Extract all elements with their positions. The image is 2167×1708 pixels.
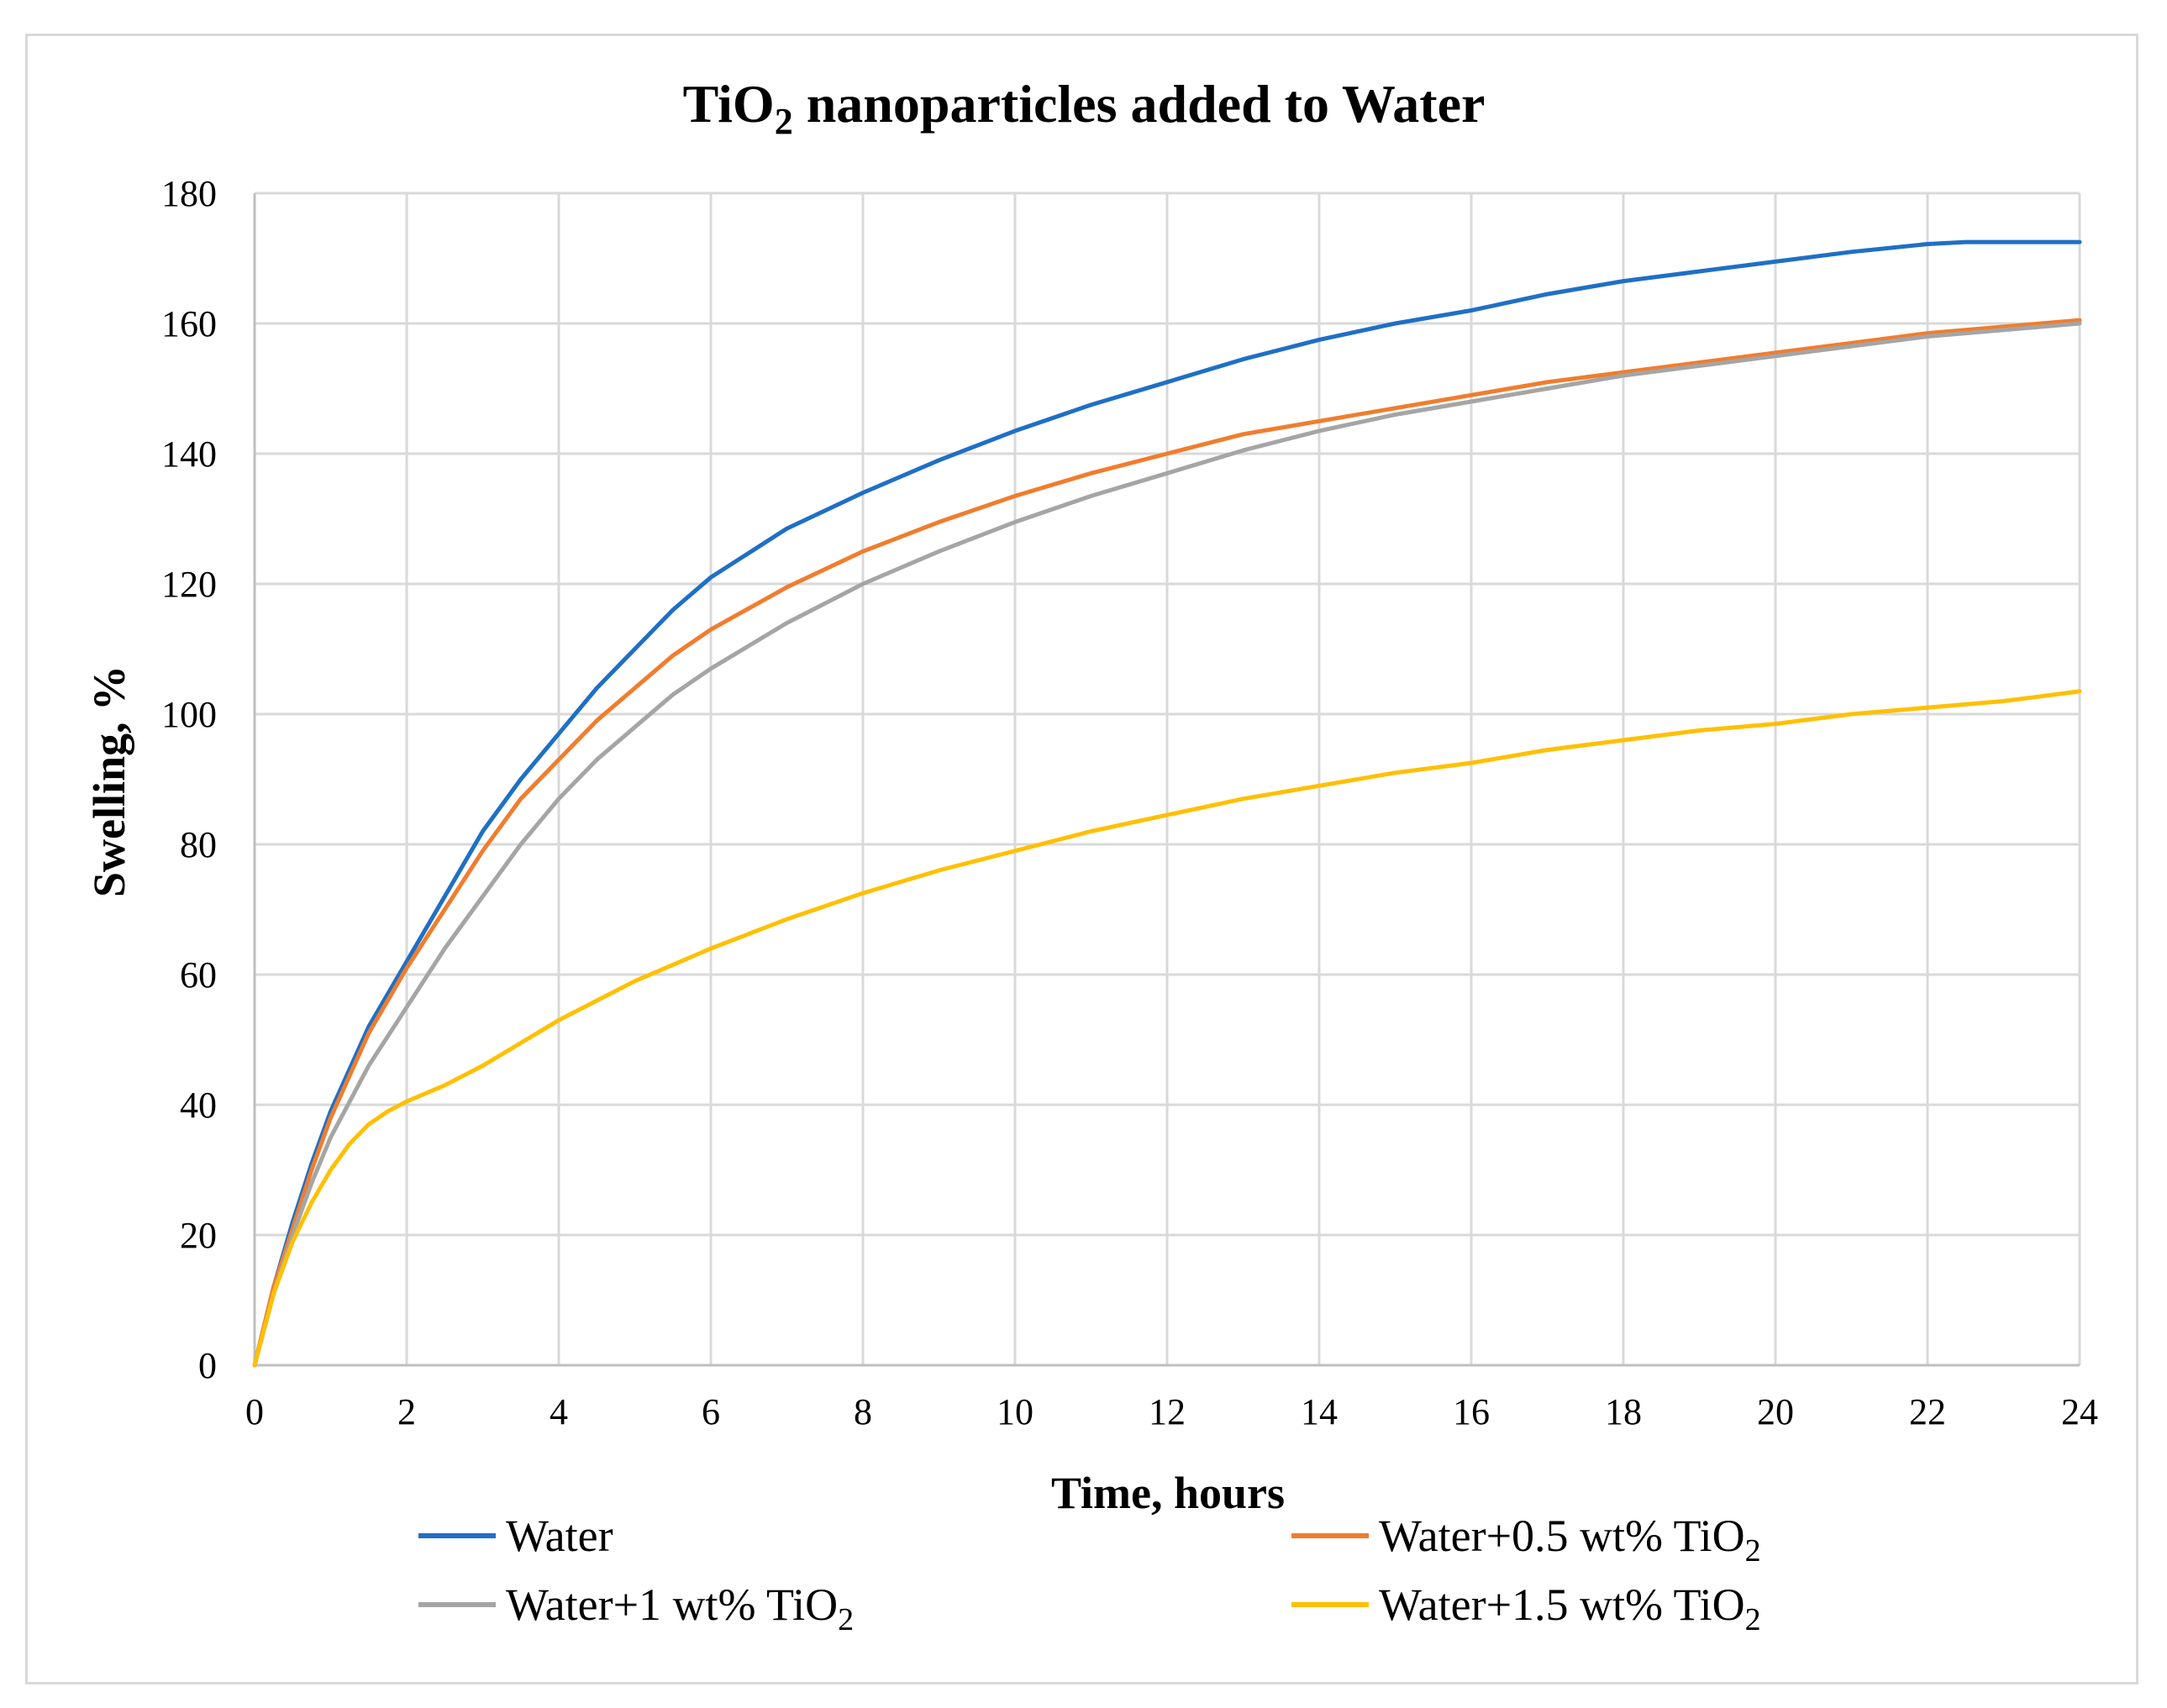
y-tick-label: 100 [161, 694, 217, 735]
x-tick-label: 12 [1149, 1391, 1186, 1432]
legend-label: Water+1 wt% TiO2 [506, 1579, 854, 1637]
legend-label: Water+1.5 wt% TiO2 [1379, 1579, 1761, 1637]
series-line-3 [252, 321, 2082, 1368]
x-tick-labels: 0 2 4 6 8 10 12 14 16 18 20 22 24 [245, 1391, 2098, 1432]
x-tick-label: 8 [854, 1391, 872, 1432]
series-line-4 [252, 689, 2082, 1368]
chart-title: TiO2 nanoparticles added to Water [683, 74, 1486, 142]
x-tick-label: 6 [702, 1391, 720, 1432]
legend: Water Water+0.5 wt% TiO2 Water+1 wt% TiO2 W… [418, 1511, 1761, 1637]
x-tick-label: 18 [1605, 1391, 1642, 1432]
y-tick-label: 180 [161, 173, 217, 214]
y-tick-label: 80 [180, 824, 217, 865]
y-tick-label: 40 [180, 1085, 217, 1126]
x-tick-label: 16 [1453, 1391, 1490, 1432]
series-lines [252, 239, 2082, 1368]
series-line-2 [252, 318, 2082, 1368]
y-tick-label: 20 [180, 1215, 217, 1256]
y-tick-labels: 0 20 40 60 80 100 120 140 160 180 [161, 173, 217, 1386]
series-line-1 [252, 239, 2082, 1368]
y-tick-label: 140 [161, 434, 217, 475]
x-axis-title: Time, hours [1051, 1468, 1285, 1518]
legend-label: Water+0.5 wt% TiO2 [1379, 1511, 1761, 1569]
x-tick-label: 2 [397, 1391, 416, 1432]
x-tick-label: 24 [2061, 1391, 2098, 1432]
gridlines [255, 192, 2081, 1365]
y-tick-label: 160 [161, 303, 217, 344]
x-tick-label: 14 [1301, 1391, 1338, 1432]
axes [253, 193, 2080, 1367]
y-tick-label: 120 [161, 564, 217, 605]
chart-frame [25, 34, 2138, 1684]
x-tick-label: 10 [997, 1391, 1034, 1432]
x-tick-label: 0 [245, 1391, 264, 1432]
y-tick-label: 0 [198, 1345, 217, 1386]
y-tick-label: 60 [180, 954, 217, 996]
legend-label: Water [506, 1511, 613, 1561]
x-tick-label: 22 [1909, 1391, 1946, 1432]
y-axis-title: Swelling, % [84, 665, 134, 897]
x-tick-label: 4 [550, 1391, 568, 1432]
x-tick-label: 20 [1757, 1391, 1794, 1432]
